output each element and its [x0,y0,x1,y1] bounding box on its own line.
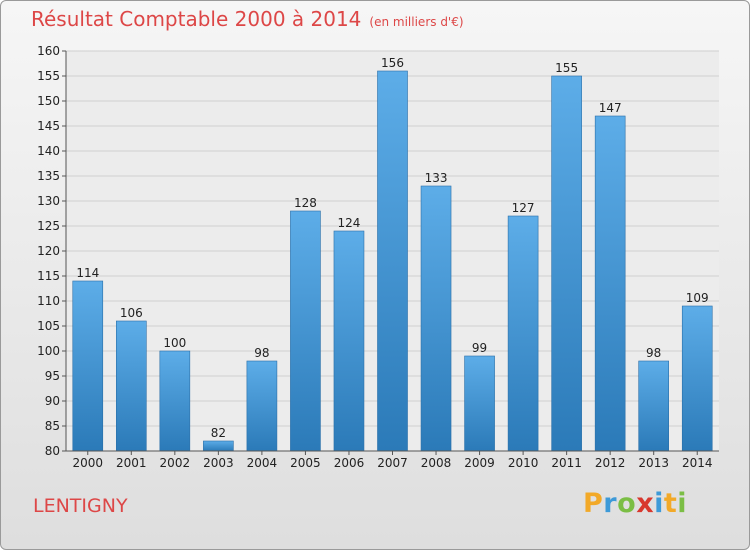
x-tick-label: 2007 [377,456,408,470]
data-label: 106 [120,306,143,320]
y-tick-label: 125 [37,219,60,233]
x-tick-label: 2006 [334,456,365,470]
bar [203,440,234,452]
axes: 80 85 90 95 100 105 110 115 120 125 130 135 140 145 15… [37,44,719,470]
y-tick-label: 105 [37,319,60,333]
x-tick-label: 2002 [160,456,191,470]
bar [116,320,147,452]
data-label: 133 [425,171,448,185]
y-tick-label: 155 [37,69,60,83]
data-label: 156 [381,56,404,70]
x-tick-label: 2012 [595,456,626,470]
x-tick-label: 2001 [116,456,147,470]
y-tick-label: 110 [37,294,60,308]
x-tick-label: 2003 [203,456,234,470]
y-tick-label: 115 [37,269,60,283]
x-tick-label: 2013 [638,456,669,470]
y-tick-label: 120 [37,244,60,258]
data-label: 109 [686,291,709,305]
data-label: 114 [76,266,99,280]
logo-letter: i [654,488,664,519]
logo-letter: o [617,488,637,519]
bar [72,280,104,452]
data-label: 98 [254,346,269,360]
x-tick-label: 2008 [421,456,452,470]
x-tick-label: 2010 [508,456,539,470]
bar [377,70,408,452]
data-label: 127 [512,201,535,215]
y-tick-label: 150 [37,94,60,108]
y-tick-label: 145 [37,119,60,133]
x-tick-label: 2000 [72,456,103,470]
y-tick-label: 85 [45,419,60,433]
x-tick-label: 2009 [464,456,495,470]
bar [420,185,452,452]
logo-letter: r [603,488,618,519]
bar [159,350,191,452]
data-label: 128 [294,196,317,210]
y-tick-label: 140 [37,144,60,158]
logo-letter: i [677,488,688,519]
data-label: 99 [472,341,487,355]
bar [507,215,539,452]
data-label: 100 [163,336,186,350]
y-tick-label: 130 [37,194,60,208]
x-tick-label: 2005 [290,456,321,470]
bar [246,360,278,452]
bar [594,115,626,452]
bar [551,75,582,452]
x-tick-label: 2011 [551,456,582,470]
logo-letter: P [583,488,604,519]
data-label: 147 [599,101,622,115]
x-tick-label: 2014 [682,456,713,470]
logo-letter: x [636,488,655,519]
bars: 114 106 100 82 98 128 124 156 133 99 127 155 147 98 10… [72,56,713,452]
proxiti-logo: Proxiti [583,488,687,519]
bar [638,360,670,452]
data-label: 98 [646,346,661,360]
data-label: 82 [211,426,226,440]
data-label: 155 [555,61,578,75]
chart-title: Résultat Comptable 2000 à 2014 (en millie… [31,7,464,31]
logo-letter: t [663,488,678,519]
commune-name: LENTIGNY [33,495,128,517]
data-label: 124 [338,216,361,230]
y-tick-label: 90 [45,394,60,408]
bar [464,355,495,452]
x-tick-label: 2004 [247,456,278,470]
unit-label: (en milliers d'€) [369,15,464,29]
y-tick-label: 80 [45,444,60,458]
bar [333,230,365,452]
title-text: Résultat Comptable 2000 à 2014 [31,7,362,31]
y-tick-label: 95 [45,369,60,383]
y-tick-label: 160 [37,44,60,58]
bar [681,305,713,452]
y-tick-label: 100 [37,344,60,358]
y-tick-label: 135 [37,169,60,183]
bar [290,210,321,452]
